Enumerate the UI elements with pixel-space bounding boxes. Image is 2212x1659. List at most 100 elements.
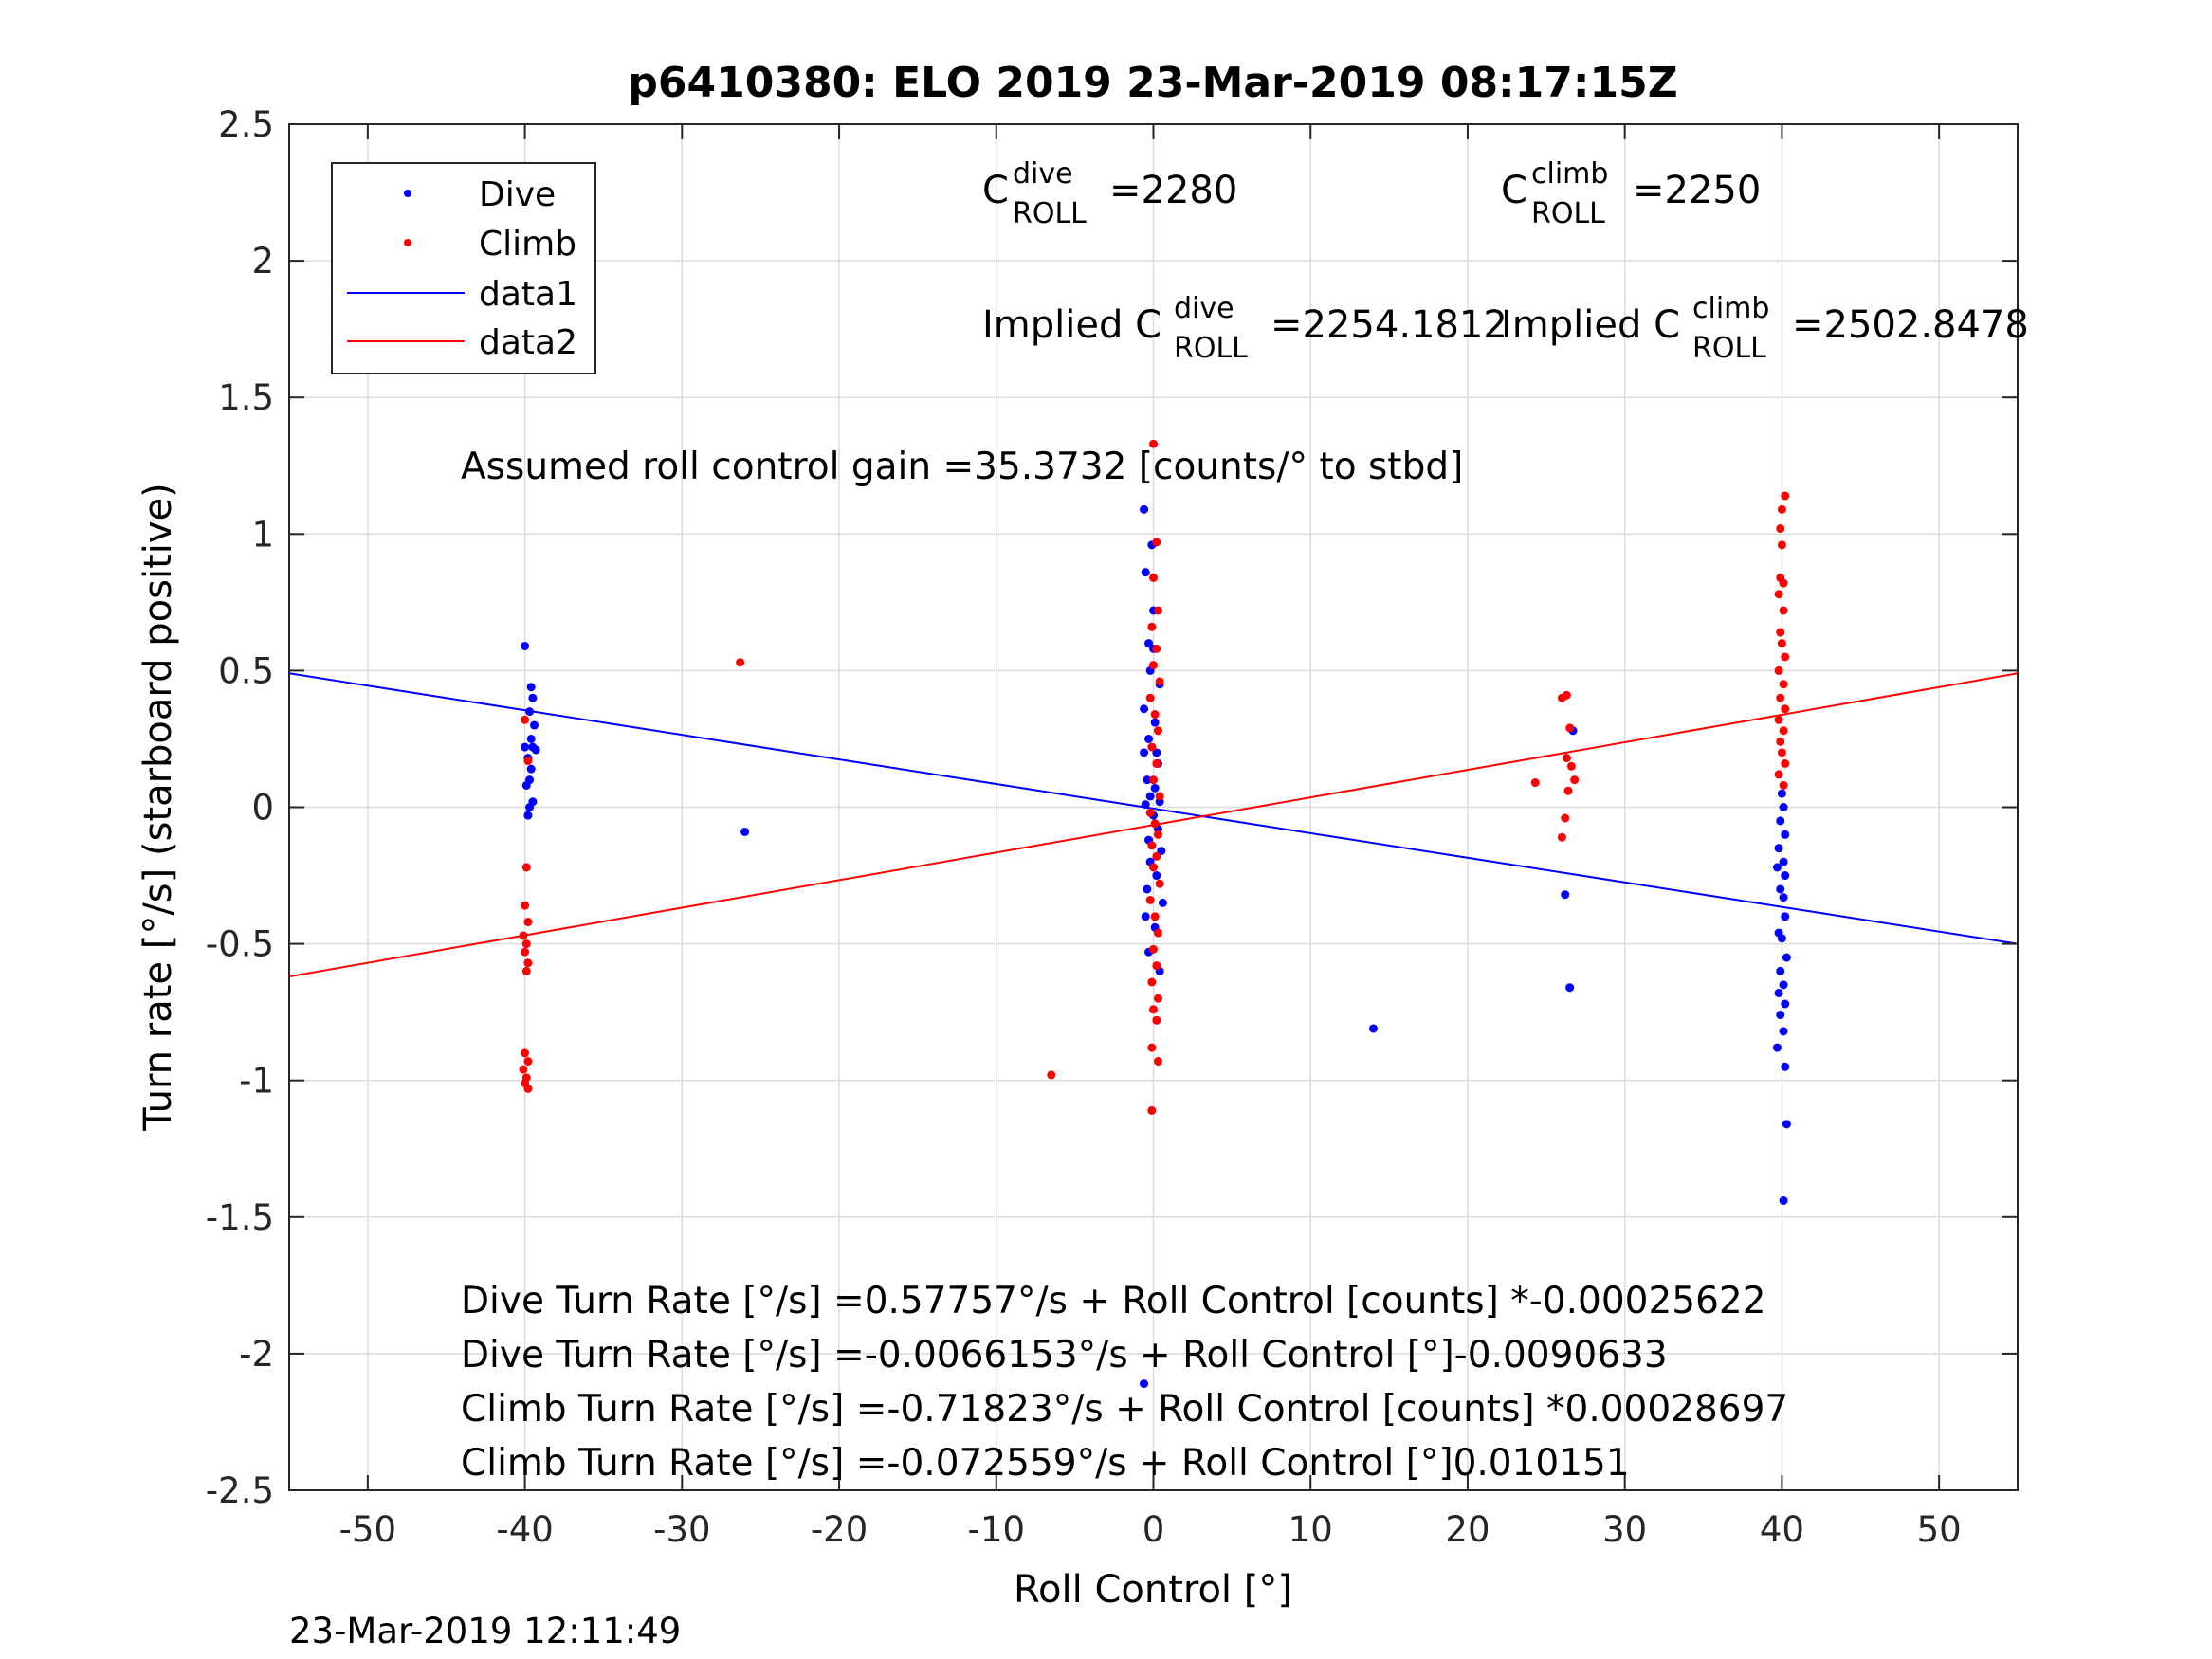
climb-point [1781,704,1790,714]
c-dive-base: C [982,169,1009,212]
c-dive-value: =2280 [1109,169,1237,212]
x-tick-label: 0 [1143,1509,1165,1550]
implied-dive-sub: ROLL [1174,332,1248,365]
dive-point [1152,871,1161,881]
climb-point [1777,504,1786,514]
dive-point [1561,890,1570,900]
climb-point [1781,758,1790,768]
climb-point [1566,761,1576,771]
dive-point [1141,912,1150,921]
climb-point [1149,573,1158,582]
x-axis-label: Roll Control [°] [1014,1568,1292,1612]
climb-point [1781,652,1790,662]
dive-point [1777,789,1786,798]
implied-climb-sup: climb [1692,292,1769,325]
chart-title: p6410380: ELO 2019 23-Mar-2019 08:17:15Z [628,59,1677,107]
tick-layer: -50 -40 -30 -20 -10 0 10 20 30 40 50-2.5-2-1.5-1-0… [206,104,2018,1550]
legend: Dive Climb data1 data2 [331,162,596,374]
series-climb [519,439,1790,1115]
implied-climb-value: =2502.8478 [1792,303,2029,347]
climb-point [519,1065,528,1074]
climb-point [1153,994,1162,1003]
dive-point [526,683,536,692]
c-climb-annotation: C climb ROLL =2250 [1501,157,1761,230]
dive-point [1141,800,1150,810]
dive-point [1158,898,1167,907]
climb-point [1155,879,1164,888]
fit-line-data1 [288,672,2019,945]
equation-dive-degrees: Dive Turn Rate [°/s] =-0.0066153°/s + Ro… [461,1334,1668,1376]
equation-climb-degrees: Climb Turn Rate [°/s] =-0.072559°/s + Ro… [461,1442,1630,1485]
legend-dive-label: Dive [479,175,556,214]
c-dive-annotation: C dive ROLL =2280 [982,157,1237,230]
climb-point [1153,830,1162,839]
climb-point [1779,780,1788,790]
climb-point [1562,690,1571,700]
dive-point [1779,857,1788,866]
climb-point [1152,644,1161,653]
climb-point [1152,851,1161,861]
climb-point [1776,524,1785,534]
y-tick-label: -1 [239,1061,274,1102]
y-tick-label: 0.5 [218,650,274,691]
dive-point [1145,792,1155,801]
timestamp: 23-Mar-2019 12:11:49 [289,1611,681,1651]
dive-point [1779,803,1788,811]
dive-point [1776,1011,1785,1020]
dive-point [521,742,530,752]
climb-point [1149,775,1158,785]
climb-point [1149,863,1158,872]
dive-point [1776,966,1785,975]
climb-point [523,918,533,927]
implied-dive-value: =2254.1812 [1271,303,1508,347]
climb-point [521,1048,530,1058]
climb-point [1774,715,1783,724]
climb-point [521,966,531,975]
climb-point [1777,639,1786,648]
dive-point [521,641,530,650]
climb-point [1149,439,1158,448]
climb-point [1565,723,1575,733]
climb-point [523,1084,533,1093]
climb-point [1779,680,1788,689]
climb-point [521,715,530,724]
dive-point [1150,718,1160,727]
y-tick-label: 0 [251,788,274,829]
dive-point [1141,568,1150,577]
implied-climb-sub: ROLL [1692,332,1766,365]
climb-point [521,863,531,872]
legend-climb-marker [404,239,411,246]
dive-point [530,720,539,730]
climb-point [1145,808,1155,817]
climb-point [1774,665,1783,675]
dive-point [1776,884,1785,894]
y-axis-label: Turn rate [°/s] (starboard positive) [137,483,180,1132]
climb-point [1561,813,1570,823]
climb-point [1147,1105,1157,1115]
climb-point [521,939,531,949]
dive-point [1140,1379,1149,1389]
climb-point [1047,1070,1056,1080]
dive-point [1779,1027,1788,1036]
climb-point [1562,754,1571,763]
dive-point [525,707,535,717]
implied-climb-annotation: Implied C climb ROLL =2502.8478 [1501,292,2029,365]
climb-point [1774,590,1783,599]
y-tick-label: -2.5 [206,1470,274,1511]
equation-dive-counts: Dive Turn Rate [°/s] =0.57757°/s + Roll … [461,1280,1766,1322]
y-tick-label: 2.5 [218,104,274,145]
climb-point [519,931,528,940]
climb-point [1149,944,1158,954]
dive-point [1781,830,1790,839]
dive-point [1565,983,1575,993]
legend-data1-label: data1 [479,275,577,314]
climb-point [1776,628,1785,637]
climb-point [1779,606,1788,615]
x-tick-label: 20 [1445,1509,1490,1550]
climb-point [521,947,530,957]
dive-point [1781,871,1790,881]
climb-point [736,658,745,667]
dive-point [1772,1043,1782,1052]
dive-point [521,780,531,790]
